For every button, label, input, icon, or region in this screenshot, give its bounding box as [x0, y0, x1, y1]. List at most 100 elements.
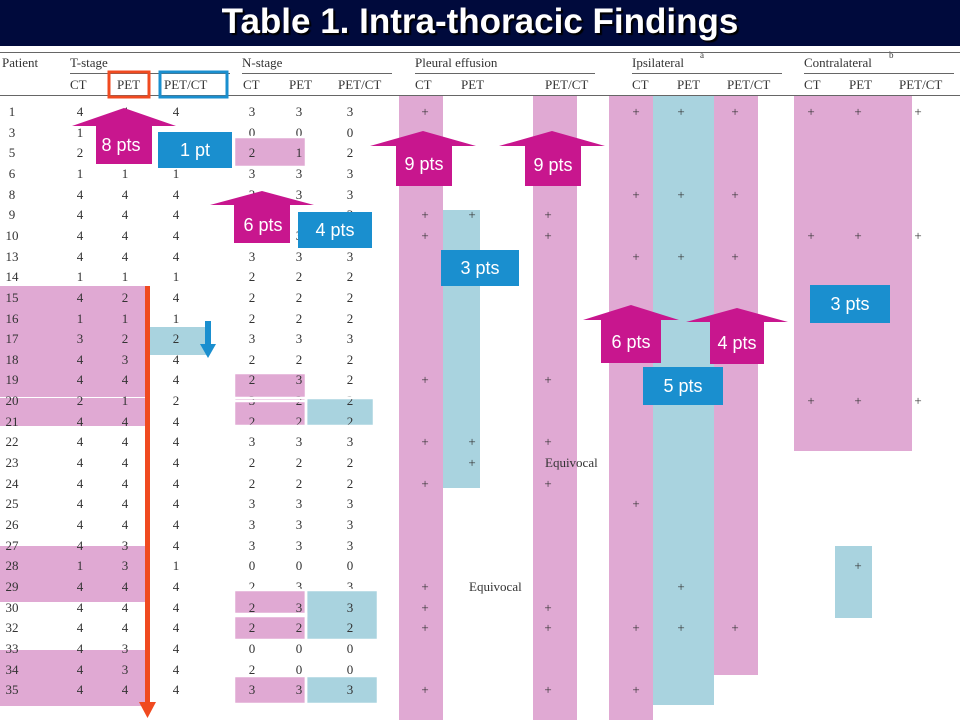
- t-cell: 4: [172, 640, 180, 656]
- header-sub: PET/CT: [727, 77, 771, 92]
- t-cell: 4: [121, 682, 129, 698]
- t-cell: 4: [76, 289, 84, 305]
- n-row20-band: [233, 398, 306, 426]
- n-cell: 2: [346, 269, 354, 285]
- label-4-pts-n: 4 pts: [298, 212, 372, 248]
- row15-band: [0, 286, 146, 313]
- co-cell: +: [807, 227, 815, 243]
- t-cell: 1: [172, 310, 180, 326]
- pe-cell: +: [544, 599, 552, 615]
- n-cell: 2: [295, 351, 303, 367]
- t-cell: 4: [121, 496, 129, 512]
- n-cell: 3: [295, 165, 303, 181]
- n-cell: 2: [346, 475, 354, 491]
- n-cell: 2: [248, 578, 256, 594]
- n-cell: 3: [248, 331, 256, 347]
- t-cell: 4: [172, 661, 180, 677]
- pe-cell: +: [421, 104, 429, 119]
- pe-cell: +: [421, 227, 429, 243]
- row19-band: [0, 383, 146, 397]
- header-sub: PET: [289, 77, 313, 92]
- n-cell: 1: [295, 145, 303, 161]
- patient-cell: 25: [5, 496, 19, 512]
- t-cell: 4: [76, 620, 84, 636]
- n-cell: 2: [248, 661, 256, 677]
- t-cell: 3: [121, 640, 129, 656]
- ip-cell: +: [677, 186, 685, 202]
- pe-cell: +: [544, 372, 552, 388]
- n-cell: 0: [295, 124, 303, 140]
- t-cell: 4: [76, 475, 84, 491]
- label-8-pts: 8 pts: [101, 135, 141, 155]
- n-cell: 2: [295, 475, 303, 491]
- label-3-pts-pet: 3 pts: [441, 250, 519, 286]
- pe-ct-band: [399, 95, 443, 720]
- co-cell: +: [914, 227, 922, 243]
- ip-cell: +: [677, 620, 685, 636]
- up-arrow-ipsi-ct: [583, 305, 679, 363]
- ipsi-ct-band: [609, 95, 653, 720]
- t-cell: 4: [172, 682, 180, 698]
- n-cell: 2: [295, 413, 303, 429]
- pe-cell: +: [421, 207, 429, 223]
- patient-cell: 5: [8, 145, 16, 161]
- header-rule: [632, 73, 782, 74]
- patient-cell: 29: [5, 578, 19, 594]
- n-cell: 0: [295, 558, 303, 574]
- header-sub: CT: [632, 77, 649, 92]
- ip-cell: +: [632, 104, 640, 119]
- contra-band: [794, 95, 912, 451]
- t-cell: 4: [172, 475, 180, 491]
- t-cell: 3: [121, 558, 129, 574]
- t-cell: 4: [172, 248, 180, 264]
- t-cell: 4: [121, 475, 129, 491]
- label-9-pts-petct: 9 pts: [533, 155, 573, 175]
- header-sub: PET/CT: [545, 77, 589, 92]
- row17-band-left: [0, 327, 146, 355]
- t-cell: 1: [121, 393, 129, 409]
- t-cell: 4: [121, 434, 129, 450]
- n-cell: 2: [295, 455, 303, 471]
- n-cell: 3: [295, 434, 303, 450]
- header-sub: CT: [70, 77, 87, 92]
- n-row19-band: [233, 373, 306, 401]
- white-outline-box: [232, 612, 308, 642]
- header-rule: [0, 95, 960, 96]
- t-cell: 1: [121, 310, 129, 326]
- n-cell: 2: [346, 620, 354, 636]
- label-9-pts-ct: 9 pts: [404, 154, 444, 174]
- header-patient: Patient: [2, 55, 39, 70]
- t-cell: 1: [121, 165, 129, 181]
- t-cell: 4: [76, 496, 84, 512]
- ip-cell: +: [632, 620, 640, 636]
- t-cell: 2: [121, 331, 129, 347]
- t-cell: 4: [172, 578, 180, 594]
- patient-cell: 19: [5, 372, 19, 388]
- label-1-pt: 1 pt: [158, 132, 232, 168]
- t-cell: 4: [76, 207, 84, 223]
- n-cell: 3: [295, 682, 303, 698]
- pe-cell: +: [421, 578, 429, 594]
- t-cell: 4: [76, 351, 84, 367]
- n-row34-petct-band: [306, 676, 378, 704]
- t-cell: 4: [172, 186, 180, 202]
- patient-cell: 21: [5, 413, 19, 429]
- white-outline-box: [304, 588, 380, 642]
- n-cell: 3: [346, 186, 354, 202]
- n-cell: 3: [248, 434, 256, 450]
- n-cell: 0: [248, 558, 256, 574]
- t-cell: 1: [76, 165, 84, 181]
- t-cell: 4: [121, 599, 129, 615]
- n-row34-band: [233, 676, 306, 704]
- t-cell: 4: [121, 455, 129, 471]
- n-row29-petct-band: [306, 590, 378, 640]
- down-arrow-patients: [139, 286, 156, 718]
- pe-cell: +: [421, 475, 429, 491]
- t-cell: 1: [76, 124, 84, 140]
- header-sub: PET/CT: [164, 77, 208, 92]
- patient-cell: 27: [5, 537, 19, 553]
- patient-cell: 32: [5, 620, 19, 636]
- n-cell: 3: [295, 496, 303, 512]
- ip-cell: +: [677, 104, 685, 119]
- white-outline-box: [232, 135, 308, 169]
